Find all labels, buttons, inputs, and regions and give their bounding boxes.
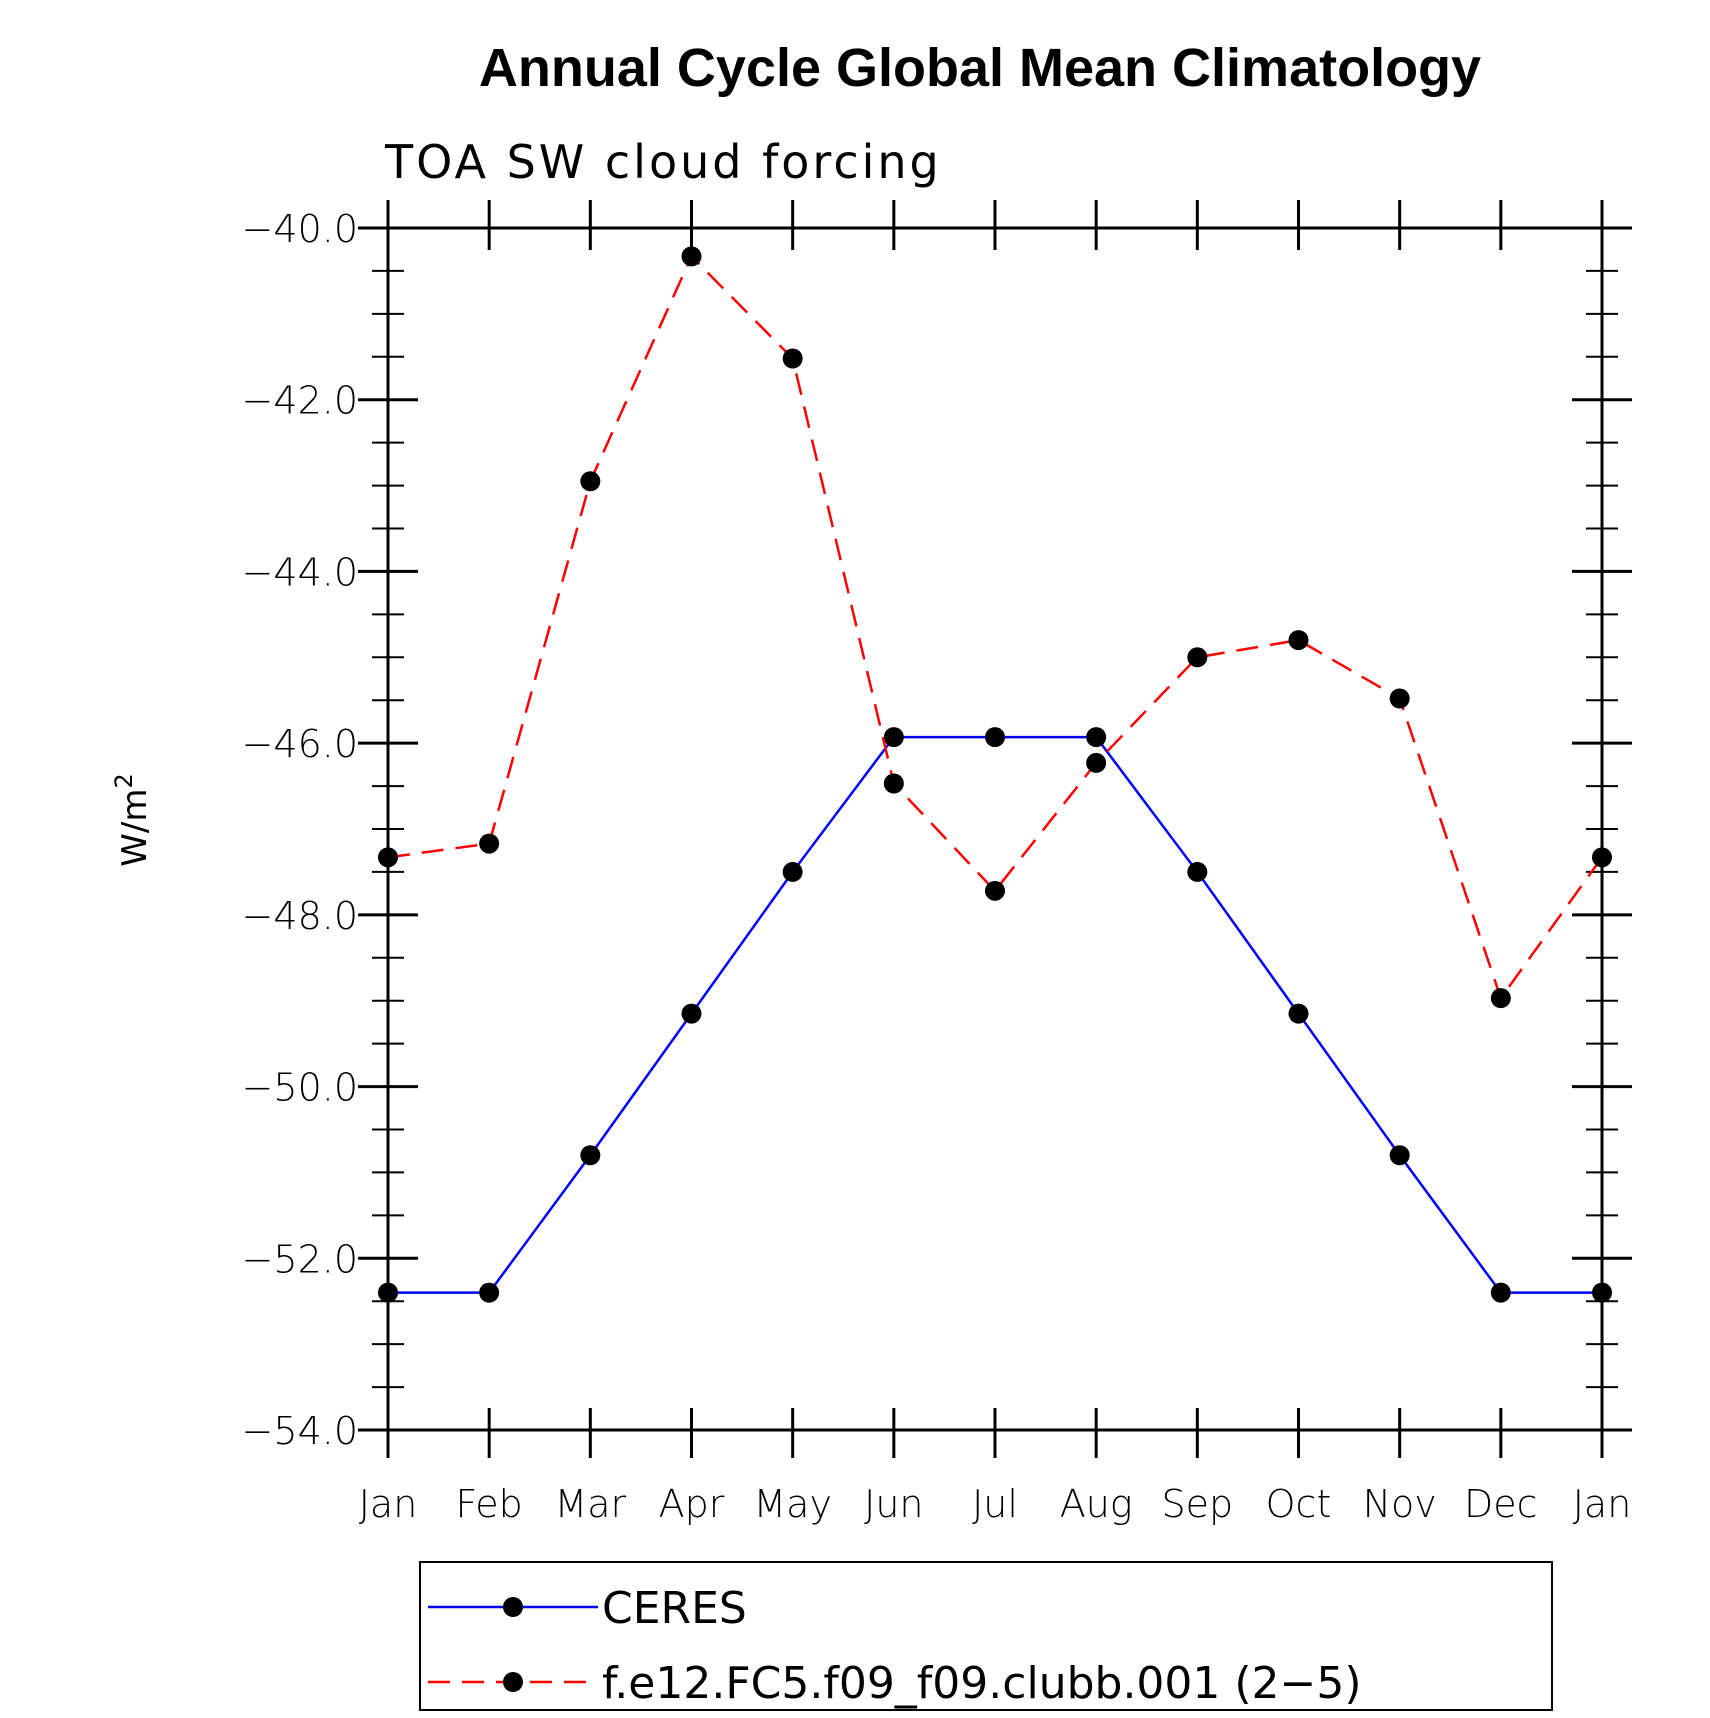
data-point-model: [782, 348, 803, 369]
x-tick-label: Dec: [1464, 1482, 1538, 1526]
data-point-ceres: [782, 861, 803, 882]
data-point-model: [479, 833, 500, 854]
x-tick-label: Aug: [1060, 1482, 1133, 1526]
x-tick-label: Sep: [1162, 1482, 1234, 1526]
x-tick-label: Jun: [864, 1482, 923, 1526]
legend-label-model: f.e12.FC5.f09_f09.clubb.001 (2−5): [602, 1658, 1362, 1709]
y-tick-label: −50.0: [242, 1066, 358, 1110]
data-point-model: [985, 880, 1005, 901]
legend-box: [419, 1561, 1553, 1711]
data-point-model: [1490, 988, 1511, 1009]
data-point-model: [1592, 847, 1612, 868]
data-point-model: [1187, 647, 1208, 668]
data-point-ceres: [1086, 727, 1107, 748]
plot-frame: [386, 226, 1604, 1432]
y-tick-label: −42.0: [242, 379, 358, 423]
x-tick-label: Feb: [456, 1482, 523, 1526]
data-point-model: [883, 773, 904, 794]
y-tick-label: −44.0: [242, 550, 358, 594]
data-point-model: [1086, 752, 1107, 773]
x-tick-label: Oct: [1266, 1482, 1332, 1526]
data-point-model: [1389, 688, 1410, 709]
y-tick-label: −52.0: [242, 1237, 358, 1281]
series-line-ceres: [388, 735, 1602, 1294]
x-tick-label: Apr: [659, 1482, 725, 1526]
y-tick-label: −48.0: [242, 894, 358, 938]
data-point-ceres: [883, 727, 904, 748]
data-point-model: [580, 471, 601, 492]
data-point-ceres: [479, 1282, 500, 1303]
y-axis-label-base: W/m: [115, 789, 155, 867]
data-point-model: [378, 847, 398, 868]
data-point-model: [681, 246, 702, 267]
legend-label-ceres: CERES: [602, 1583, 747, 1634]
legend-marker-model: [503, 1672, 523, 1692]
data-point-ceres: [1187, 861, 1208, 882]
data-point-ceres: [1490, 1282, 1511, 1303]
x-tick-label: May: [753, 1482, 832, 1526]
x-tick-label: Mar: [554, 1482, 626, 1526]
data-point-ceres: [378, 1282, 398, 1303]
y-axis-label: W/m2: [110, 773, 155, 866]
x-tick-label: Jul: [972, 1482, 1018, 1526]
chart-subtitle: TOA SW cloud forcing: [384, 135, 942, 189]
y-tick-label: −40.0: [242, 207, 358, 251]
x-tick-label: Jan: [1573, 1482, 1632, 1526]
data-point-ceres: [681, 1003, 702, 1024]
legend: CERES f.e12.FC5.f09_f09.clubb.001 (2−5): [419, 1561, 1553, 1711]
data-point-ceres: [1592, 1282, 1612, 1303]
x-tick-label: Jan: [359, 1482, 418, 1526]
plot-area: Jan Feb Mar Apr May Jun Jul Aug Sep Oct Nov Dec Jan−…: [242, 200, 1632, 1526]
chart-title: Annual Cycle Global Mean Climatology: [479, 38, 1481, 98]
y-axis-label-sup: 2: [110, 773, 138, 788]
data-point-ceres: [580, 1145, 601, 1166]
y-tick-label: −46.0: [242, 722, 358, 766]
y-tick-label: −54.0: [242, 1409, 358, 1453]
data-point-ceres: [1288, 1003, 1309, 1024]
x-tick-label: Nov: [1363, 1482, 1437, 1526]
data-point-ceres: [1389, 1145, 1410, 1166]
data-point-model: [1288, 630, 1309, 651]
data-point-ceres: [985, 727, 1005, 748]
legend-marker-ceres: [503, 1597, 523, 1617]
